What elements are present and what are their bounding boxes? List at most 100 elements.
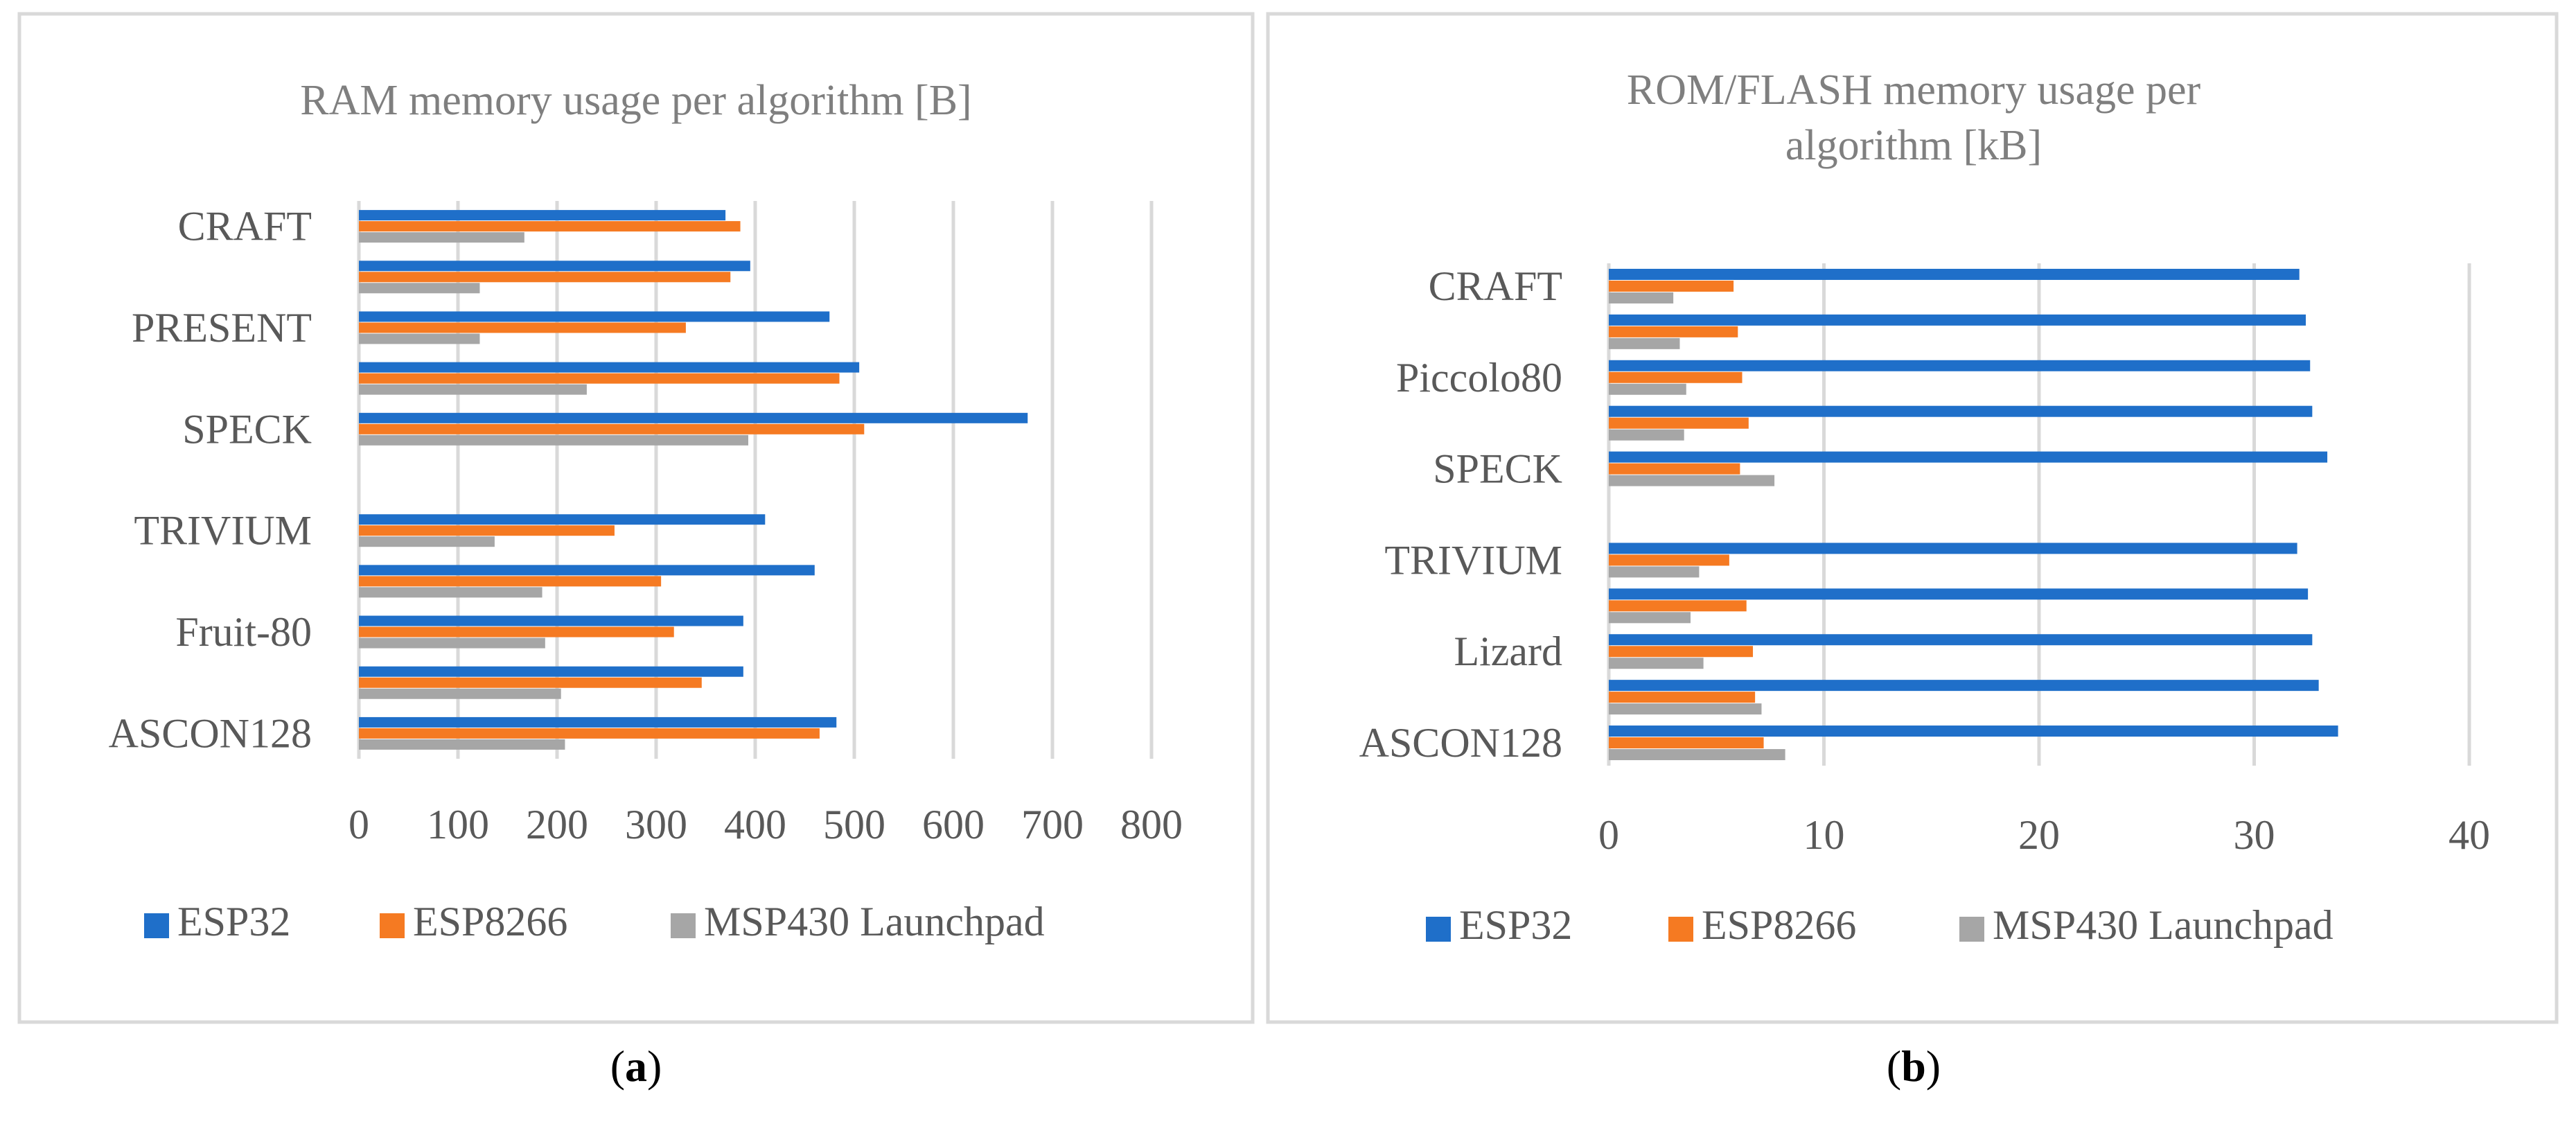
bar-msp430 [1609,475,1775,486]
bar-esp32 [359,261,750,272]
bar-esp8266 [359,373,840,384]
legend-label-esp32: ESP32 [1459,902,1572,948]
x-tick-label: 40 [2449,812,2490,858]
bar-msp430 [1609,566,1700,578]
rom-category-labels: CRAFT Piccolo80 SPECK TRIVIUM Lizard ASCON128 [1359,263,1562,766]
bar-esp32 [1609,725,2338,737]
ram-category-labels: CRAFT PRESENT SPECK TRIVIUM Fruit-80 ASCON128 [109,204,312,757]
bar-esp8266 [359,626,674,637]
bar-esp8266 [1609,280,1734,292]
ram-legend: ESP32 ESP8266 MSP430 Launchpad [144,899,1045,944]
bar-msp430 [1609,749,1785,761]
bar-msp430 [359,587,542,598]
legend-label-esp8266: ESP8266 [413,899,567,944]
x-tick-label: 500 [823,802,885,847]
bar-esp8266 [359,728,820,739]
category-label: ASCON128 [1359,720,1562,766]
category-label: Fruit-80 [175,609,312,655]
bar-msp430 [359,232,524,243]
panel-label-a-letter: a [625,1041,647,1091]
ram-chart-panel: RAM memory usage per algorithm [B] CRAFT… [17,12,1255,1091]
x-tick-label: 20 [2018,812,2060,858]
category-label: SPECK [1433,446,1562,492]
bar-esp32 [359,210,726,221]
legend-swatch-esp8266 [1668,917,1693,942]
bar-esp32 [1609,360,2311,371]
bar-esp8266 [1609,417,1749,429]
bar-esp32 [359,615,743,626]
x-tick-label: 100 [427,802,489,847]
bar-esp8266 [359,272,731,283]
ram-grid [357,201,1154,759]
x-tick-label: 700 [1021,802,1084,847]
bar-esp8266 [359,423,865,434]
rom-bars [1609,268,2338,761]
bar-msp430 [359,333,480,344]
bar-esp8266 [1609,463,1740,475]
bar-esp8266 [359,576,662,587]
x-tick-label: 200 [526,802,588,847]
bar-msp430 [359,637,545,649]
bar-esp8266 [359,525,615,536]
bar-esp8266 [1609,554,1729,566]
bar-esp32 [359,412,1028,423]
bar-esp8266 [359,221,741,232]
ram-chart-title: RAM memory usage per algorithm [B] [300,77,971,124]
bar-esp32 [1609,314,2306,326]
bar-esp32 [359,666,743,677]
bar-msp430 [1609,383,1686,395]
bar-msp430 [359,688,561,699]
x-tick-label: 800 [1120,802,1183,847]
x-tick-label: 30 [2234,812,2275,858]
category-label: TRIVIUM [1384,537,1562,583]
bar-esp32 [359,362,860,373]
panel-label-b-letter: b [1901,1041,1926,1091]
panel-label-a: (a) [610,1041,662,1091]
legend-swatch-msp430 [1959,917,1984,942]
legend-swatch-msp430 [671,913,696,938]
legend-label-msp430: MSP430 Launchpad [1993,902,2334,948]
bar-esp8266 [1609,600,1747,612]
x-tick-label: 0 [349,802,369,847]
bar-msp430 [1609,658,1704,669]
ram-x-ticks: 0 100 200 300 400 500 600 700 800 [349,802,1183,847]
bar-msp430 [359,283,480,294]
category-label: CRAFT [178,204,312,249]
legend-label-esp32: ESP32 [177,899,290,944]
rom-x-ticks: 0 10 20 30 40 [1598,812,2490,858]
bar-esp32 [359,565,815,576]
bar-msp430 [359,434,748,446]
bar-esp32 [359,716,837,728]
bar-msp430 [1609,612,1691,624]
x-tick-label: 600 [922,802,985,847]
x-tick-label: 0 [1598,812,1619,858]
rom-legend: ESP32 ESP8266 MSP430 Launchpad [1426,902,2334,948]
bar-msp430 [359,384,587,395]
bar-esp8266 [359,677,702,688]
panel-label-b: (b) [1887,1041,1941,1091]
bar-esp32 [1609,268,2300,280]
bar-esp32 [1609,451,2328,463]
bar-msp430 [1609,429,1684,441]
bar-esp8266 [1609,646,1754,658]
legend-swatch-esp8266 [380,913,405,938]
bar-msp430 [359,739,565,750]
rom-chart-title-line-1: ROM/FLASH memory usage per [1627,67,2201,114]
bar-msp430 [1609,292,1674,304]
category-label: Lizard [1454,628,1562,674]
bar-esp32 [359,311,830,322]
category-label: SPECK [182,406,312,452]
category-label: TRIVIUM [134,508,312,554]
bar-esp32 [1609,543,2297,554]
x-tick-label: 300 [625,802,687,847]
category-label: PRESENT [132,305,312,351]
bar-msp430 [359,536,495,547]
legend-swatch-esp32 [144,913,169,938]
category-label: Piccolo80 [1396,355,1562,401]
category-label: ASCON128 [109,710,312,756]
bar-esp8266 [1609,326,1738,337]
legend-swatch-esp32 [1426,917,1451,942]
rom-chart-panel: ROM/FLASH memory usage per algorithm [kB… [1266,12,2559,1091]
bar-msp430 [1609,337,1680,349]
